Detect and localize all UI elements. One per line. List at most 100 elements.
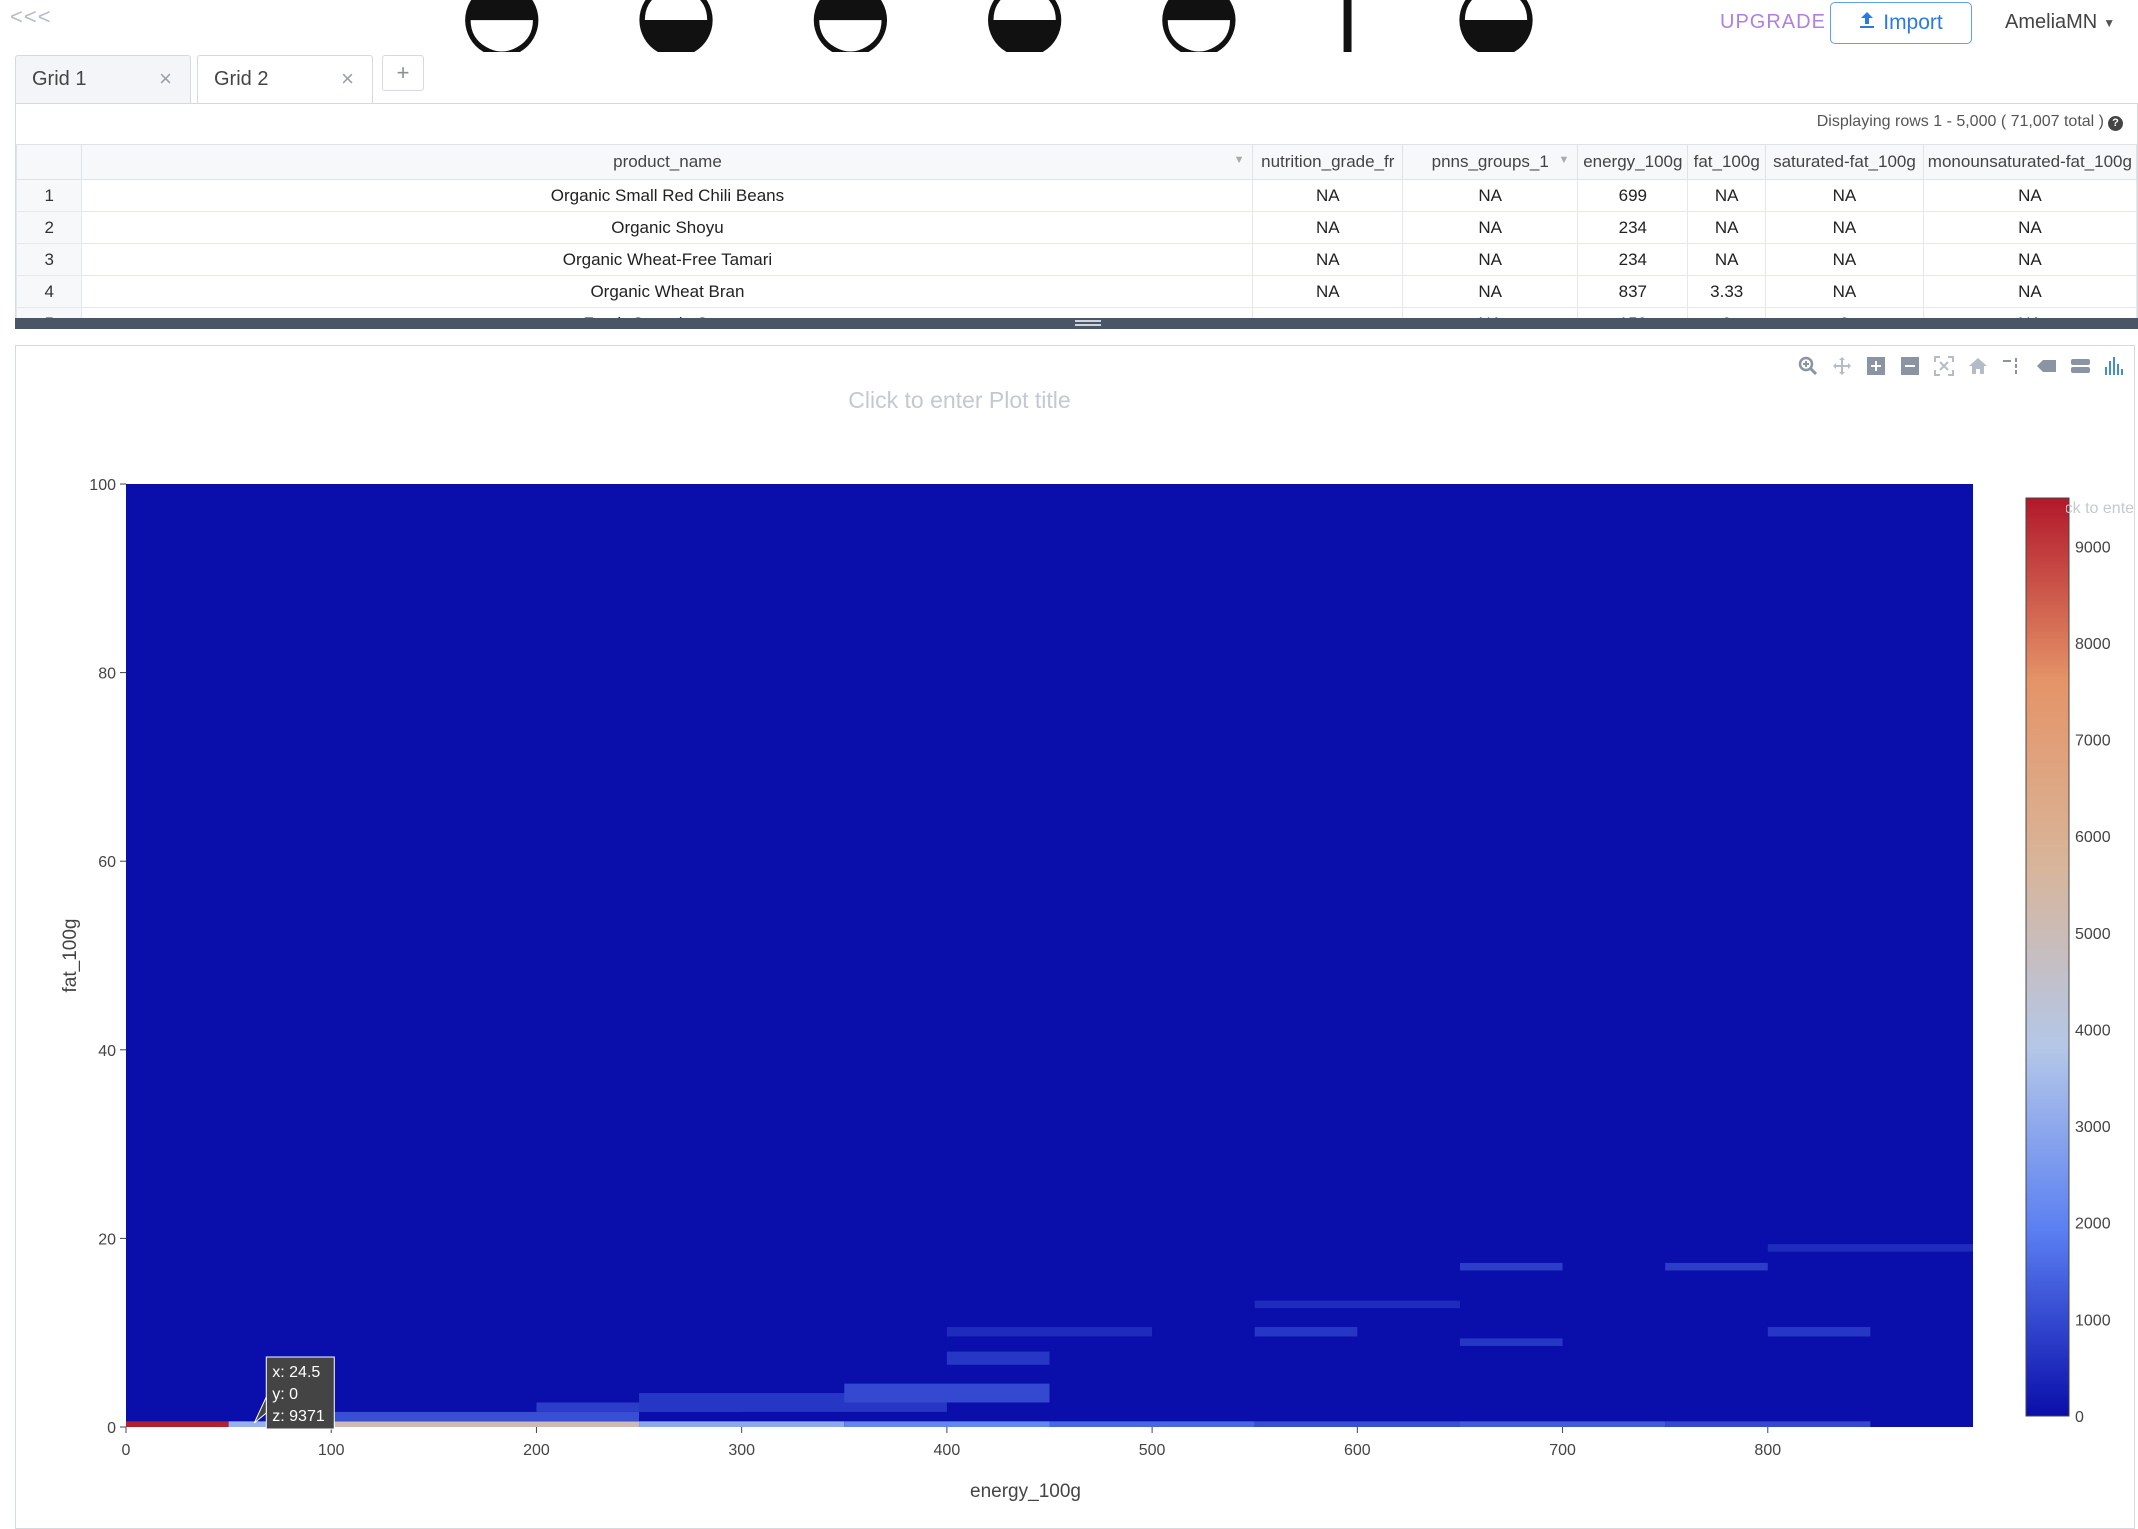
heatmap-cell[interactable] — [1049, 1421, 1255, 1427]
spike-lines-icon[interactable] — [2000, 354, 2024, 378]
collapse-sidebar-button[interactable]: <<< — [10, 4, 52, 29]
close-icon[interactable]: × — [159, 66, 172, 91]
table-row[interactable]: 1 Organic Small Red Chili Beans NA NA 69… — [16, 179, 2137, 212]
table-cell[interactable]: NA — [1922, 243, 2137, 276]
zoom-out-icon[interactable] — [1898, 354, 1922, 378]
colorbar-tick-label: 1000 — [2075, 1312, 2111, 1329]
table-cell[interactable]: NA — [1402, 275, 1579, 308]
column-header[interactable]: fat_100g — [1687, 144, 1767, 180]
table-cell[interactable]: NA — [1252, 211, 1404, 244]
colorbar-title[interactable]: Click to enter Colorscale title — [2046, 500, 2134, 517]
tab-grid-2[interactable]: Grid 2 × — [197, 55, 373, 104]
hover-compare-icon[interactable] — [2068, 354, 2092, 378]
table-cell[interactable]: NA — [1765, 179, 1924, 212]
table-cell[interactable]: NA — [1687, 179, 1767, 212]
table-cell[interactable]: NA — [1687, 243, 1767, 276]
zoom-icon[interactable] — [1796, 354, 1820, 378]
y-tick-label: 60 — [98, 854, 116, 871]
y-axis-title[interactable]: fat_100g — [60, 919, 81, 993]
x-tick-label: 400 — [934, 1442, 961, 1459]
add-tab-button[interactable]: + — [382, 55, 424, 91]
plot-title[interactable]: Click to enter Plot title — [848, 387, 1070, 413]
heatmap-cell[interactable] — [1767, 1244, 1973, 1252]
x-tick-label: 600 — [1344, 1442, 1371, 1459]
table-cell[interactable]: Organic Wheat Bran — [81, 275, 1254, 308]
table-cell[interactable]: NA — [1252, 275, 1404, 308]
heatmap-cell[interactable] — [946, 1327, 1153, 1337]
heatmap-cell[interactable] — [1459, 1262, 1563, 1271]
heatmap-cell[interactable] — [331, 1411, 640, 1422]
table-cell[interactable]: 234 — [1577, 243, 1689, 276]
pan-icon[interactable] — [1830, 354, 1854, 378]
panel-splitter[interactable] — [15, 318, 2138, 329]
heatmap-cell[interactable] — [331, 1421, 640, 1427]
close-icon[interactable]: × — [341, 66, 354, 91]
heatmap-cell[interactable] — [844, 1421, 1050, 1427]
heatmap-cell[interactable] — [1767, 1327, 1871, 1337]
column-header[interactable]: monounsaturated-fat_100g — [1922, 144, 2137, 180]
heatmap-cell[interactable] — [1459, 1421, 1666, 1427]
plotly-logo-icon[interactable] — [2102, 354, 2126, 378]
hover-x-text: x: 24.5 — [272, 1364, 320, 1381]
table-cell[interactable]: NA — [1402, 179, 1579, 212]
heatmap-cell[interactable] — [126, 1421, 229, 1427]
import-button[interactable]: Import — [1830, 2, 1972, 44]
table-row[interactable]: 3 Organic Wheat-Free Tamari NA NA 234 NA… — [16, 243, 2137, 276]
x-axis-title[interactable]: energy_100g — [970, 1481, 1081, 1502]
heatmap-cell[interactable] — [1254, 1421, 1460, 1427]
hover-closest-icon[interactable] — [2034, 354, 2058, 378]
rows-info: Displaying rows 1 - 5,000 ( 71,007 total… — [1817, 113, 2123, 131]
colorbar-tick-label: 7000 — [2075, 733, 2111, 750]
table-row[interactable]: 4 Organic Wheat Bran NA NA 837 3.33 NA N… — [16, 275, 2137, 308]
table-cell[interactable]: 699 — [1577, 179, 1689, 212]
sort-icon[interactable]: ▼ — [1558, 154, 1570, 166]
heatmap-cell[interactable] — [946, 1351, 1050, 1365]
data-table: product_name ▼ nutrition_grade_fr pnns_gr… — [16, 144, 2137, 328]
colorbar-tick-label: 6000 — [2075, 829, 2111, 846]
column-header[interactable]: nutrition_grade_fr — [1252, 144, 1404, 180]
column-header[interactable]: saturated-fat_100g — [1765, 144, 1924, 180]
import-label: Import — [1883, 11, 1943, 34]
heatmap-chart[interactable]: Click to enter Plot title 0 100 200 300 400 5… — [16, 346, 2134, 1528]
column-header[interactable]: product_name ▼ — [81, 144, 1254, 180]
colorbar-tick-label: 8000 — [2075, 636, 2111, 653]
table-cell[interactable]: NA — [1252, 179, 1404, 212]
hover-tooltip: x: 24.5 y: 0 z: 9371 — [253, 1356, 335, 1430]
heatmap-cell[interactable] — [1254, 1300, 1460, 1309]
table-cell[interactable]: NA — [1402, 211, 1579, 244]
heatmap-cell[interactable] — [844, 1383, 1050, 1403]
table-row[interactable]: 2 Organic Shoyu NA NA 234 NA NA NA — [16, 211, 2137, 244]
heatmap-cell[interactable] — [1459, 1338, 1563, 1346]
heatmap-cell[interactable] — [1254, 1327, 1358, 1337]
sort-icon[interactable]: ▼ — [1233, 154, 1245, 166]
table-cell[interactable]: NA — [1765, 243, 1924, 276]
table-cell[interactable]: NA — [1402, 243, 1579, 276]
help-icon[interactable]: ? — [2108, 116, 2123, 131]
tab-grid-1[interactable]: Grid 1 × — [15, 55, 191, 103]
zoom-in-icon[interactable] — [1864, 354, 1888, 378]
table-cell[interactable]: Organic Wheat-Free Tamari — [81, 243, 1254, 276]
heatmap-cell[interactable] — [639, 1421, 845, 1427]
table-cell[interactable]: Organic Shoyu — [81, 211, 1254, 244]
table-cell[interactable]: NA — [1765, 211, 1924, 244]
heatmap-cell[interactable] — [1665, 1421, 1871, 1427]
table-cell[interactable]: NA — [1922, 211, 2137, 244]
table-cell[interactable]: 234 — [1577, 211, 1689, 244]
home-icon[interactable] — [1966, 354, 1990, 378]
column-header[interactable]: energy_100g — [1577, 144, 1689, 180]
user-menu[interactable]: AmeliaMN ▼ — [2005, 11, 2115, 34]
column-header[interactable]: pnns_groups_1 ▼ — [1402, 144, 1579, 180]
table-cell[interactable]: NA — [1922, 275, 2137, 308]
table-cell[interactable]: Organic Small Red Chili Beans — [81, 179, 1254, 212]
autoscale-icon[interactable] — [1932, 354, 1956, 378]
drag-handle-icon[interactable] — [1075, 320, 1101, 326]
row-index: 2 — [16, 211, 83, 244]
heatmap-cell[interactable] — [1665, 1262, 1768, 1271]
table-cell[interactable]: NA — [1252, 243, 1404, 276]
table-cell[interactable]: 837 — [1577, 275, 1689, 308]
upgrade-link[interactable]: UPGRADE — [1720, 11, 1826, 33]
table-cell[interactable]: NA — [1922, 179, 2137, 212]
table-cell[interactable]: NA — [1765, 275, 1924, 308]
table-cell[interactable]: 3.33 — [1687, 275, 1767, 308]
table-cell[interactable]: NA — [1687, 211, 1767, 244]
